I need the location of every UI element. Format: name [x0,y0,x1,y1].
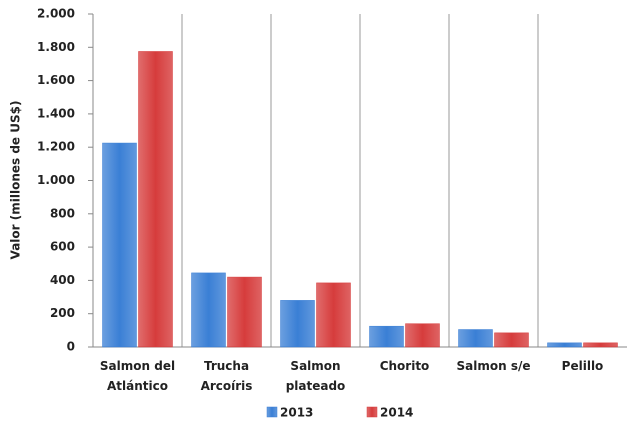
y-tick-label: 2.000 [37,7,75,21]
bar [138,51,173,348]
legend-label: 2013 [280,406,313,420]
legend-swatch [266,406,278,418]
bar [102,142,137,348]
bar [369,325,404,348]
bar [191,272,226,348]
bar [583,342,618,348]
x-tick-label: Salmon plateado [285,359,346,393]
bar [280,300,315,348]
y-tick-label: 1.200 [37,140,75,154]
y-tick-label: 1.000 [37,173,75,187]
y-tick-label: 400 [50,273,75,287]
y-tick-label: 1.400 [37,106,75,120]
bar [405,323,440,348]
y-tick-label: 600 [50,240,75,254]
bar [458,329,493,348]
bar [316,282,351,348]
bar [494,332,529,348]
legend-swatch [366,406,378,418]
y-tick-label: 800 [50,206,75,220]
x-tick-label: Trucha Arcoíris [200,359,253,393]
x-tick-label: Chorito [379,359,430,373]
y-tick-label: 0 [67,340,75,354]
x-tick-label: Salmon s/e [456,359,531,373]
x-tick-label: Pelillo [561,359,604,373]
bar [547,342,582,348]
x-tick-label: Salmon del Atlántico [99,359,176,393]
y-tick-label: 1.600 [37,73,75,87]
legend-label: 2014 [380,406,413,420]
y-tick-label: 1.800 [37,40,75,54]
bar [227,276,262,348]
y-tick-label: 200 [50,306,75,320]
y-axis-label: Valor (millones de US$) [9,101,23,260]
